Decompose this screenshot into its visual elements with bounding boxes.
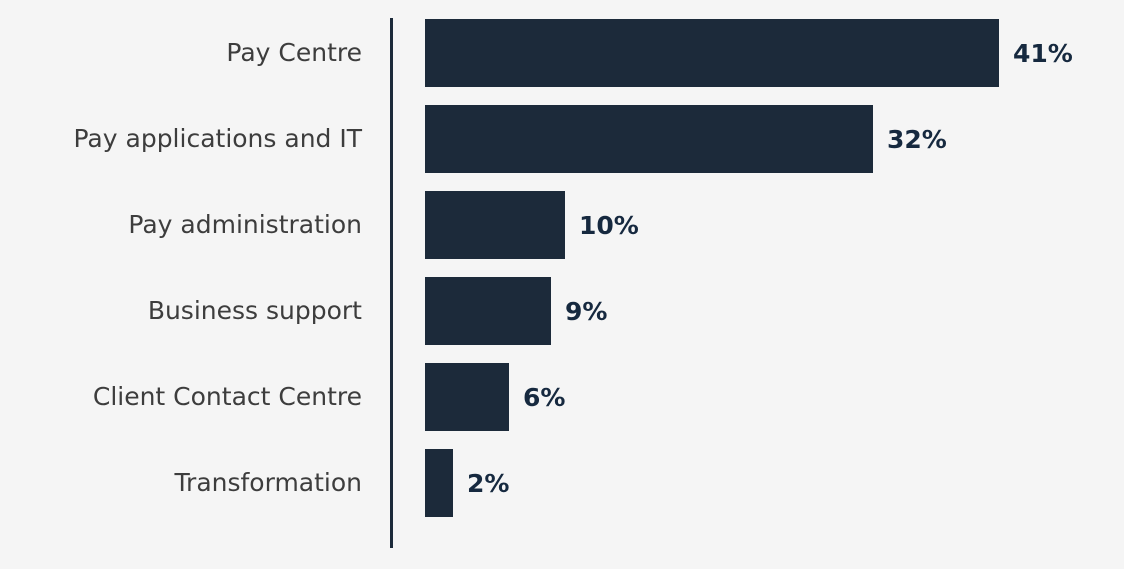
- chart-plot-area: Pay Centre 41% Pay applications and IT 32% P…: [0, 10, 1124, 548]
- chart-row: Pay Centre 41%: [0, 10, 1124, 96]
- bar: [425, 277, 551, 345]
- chart-row: Client Contact Centre 6%: [0, 354, 1124, 440]
- chart-row: Business support 9%: [0, 268, 1124, 354]
- category-label: Pay administration: [128, 209, 362, 239]
- category-label: Business support: [147, 295, 362, 325]
- chart-row: Pay administration 10%: [0, 182, 1124, 268]
- bar-area: 32%: [422, 96, 947, 182]
- bar-area: 10%: [422, 182, 639, 268]
- bar: [425, 363, 509, 431]
- bar-area: 6%: [422, 354, 565, 440]
- value-label: 41%: [1013, 38, 1073, 68]
- bar-area: 2%: [422, 440, 509, 526]
- value-label: 10%: [579, 210, 639, 240]
- category-label: Pay Centre: [226, 37, 362, 67]
- bar: [425, 191, 565, 259]
- category-label: Pay applications and IT: [73, 123, 362, 153]
- value-label: 32%: [887, 124, 947, 154]
- category-label: Client Contact Centre: [92, 381, 362, 411]
- value-label: 6%: [523, 382, 566, 412]
- value-label: 2%: [467, 468, 510, 498]
- chart-row: Transformation 2%: [0, 440, 1124, 526]
- category-label: Transformation: [174, 467, 362, 497]
- bar: [425, 105, 873, 173]
- value-label: 9%: [565, 296, 608, 326]
- bar-area: 41%: [422, 10, 1073, 96]
- chart-row: Pay applications and IT 32%: [0, 96, 1124, 182]
- chart-rows: Pay Centre 41% Pay applications and IT 32% P…: [0, 10, 1124, 526]
- bar: [425, 449, 453, 517]
- y-axis-line: [390, 18, 393, 548]
- bar-area: 9%: [422, 268, 607, 354]
- bar: [425, 19, 999, 87]
